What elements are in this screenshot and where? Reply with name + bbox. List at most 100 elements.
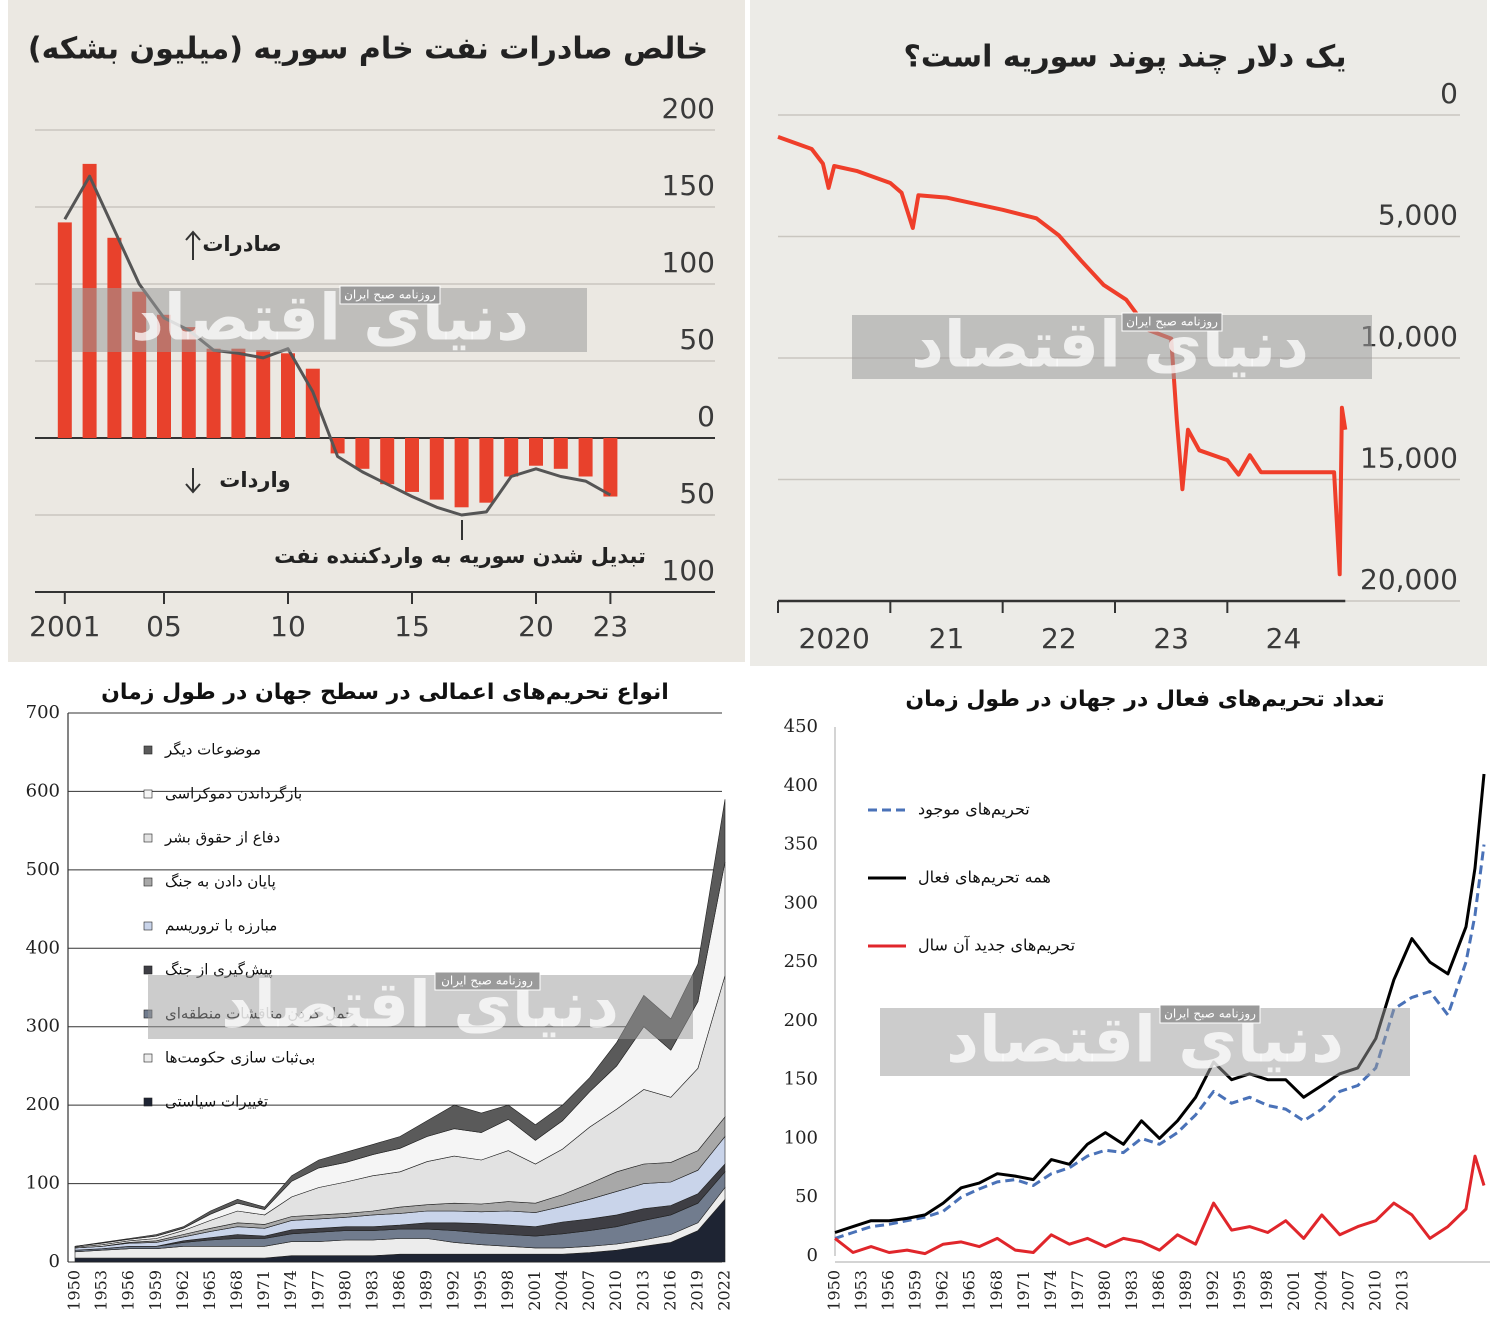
y-tick-label: 0 bbox=[697, 400, 715, 433]
bar bbox=[281, 353, 295, 438]
watermark: دنیای اقتصاد روزنامه صبح ایران دنیای اقت… bbox=[72, 282, 1410, 1078]
line bbox=[777, 135, 1348, 577]
y-tick-label: 600 bbox=[26, 780, 60, 801]
y-tick-label: 100 bbox=[26, 1173, 60, 1194]
x-tick-label: 2022 bbox=[715, 1270, 734, 1311]
legend-label: موضوعات دیگر bbox=[164, 741, 261, 759]
chart: 0 50 100 150 200 250 300 350 400 450 1950 1953 1956 1… bbox=[784, 716, 1490, 1311]
x-tick-label: 2004 bbox=[1311, 1270, 1330, 1311]
arrow-up bbox=[185, 230, 201, 260]
chart: 100 50 0 50 100 150 200 2001 05 10 15 20 23 صادرات وار… bbox=[29, 92, 715, 643]
line bbox=[834, 773, 1486, 1234]
bar bbox=[405, 438, 419, 492]
legend-swatch bbox=[143, 789, 153, 799]
legend-swatch bbox=[143, 1053, 153, 1063]
legend-label: بی‌ثبات سازی حکومت‌ها bbox=[165, 1049, 315, 1067]
watermark-tagline: روزنامه صبح ایران bbox=[1126, 315, 1218, 330]
legend-swatch bbox=[143, 745, 153, 755]
y-tick-label: 350 bbox=[784, 834, 818, 855]
x-tick-label: 1953 bbox=[852, 1270, 871, 1311]
bar bbox=[553, 438, 568, 469]
y-tick-label: 50 bbox=[795, 1186, 818, 1207]
watermark-band bbox=[72, 288, 587, 352]
x-tick-label: 1965 bbox=[960, 1270, 979, 1311]
y-tick-label: 100 bbox=[662, 554, 715, 587]
chart-title: تعداد تحریم‌های فعال در جهان در طول زمان bbox=[905, 687, 1384, 712]
x-tick-label: 1992 bbox=[444, 1270, 463, 1311]
watermark-logo: دنیای اقتصاد bbox=[221, 969, 619, 1043]
bar bbox=[603, 438, 618, 497]
x-tick-label: 2019 bbox=[687, 1270, 706, 1311]
x-tick-label: 2001 bbox=[525, 1270, 544, 1311]
x-tick-label: 1986 bbox=[1149, 1270, 1168, 1311]
watermark-tagline: روزنامه صبح ایران bbox=[1164, 1007, 1256, 1022]
y-tick-label: 200 bbox=[26, 1094, 60, 1115]
line bbox=[834, 1154, 1486, 1256]
x-tick-label: 1959 bbox=[906, 1270, 925, 1311]
y-tick-label: 450 bbox=[784, 716, 818, 737]
x-tick-label: 1998 bbox=[1257, 1270, 1276, 1311]
x-tick-label: 10 bbox=[270, 610, 306, 643]
y-tick-label: 700 bbox=[26, 702, 60, 723]
x-tick-label: 21 bbox=[929, 622, 965, 655]
x-tick-label: 05 bbox=[146, 610, 182, 643]
bar bbox=[57, 222, 72, 438]
x-tick-label: 2001 bbox=[29, 610, 100, 643]
bar bbox=[578, 438, 593, 477]
y-tick-label: 5,000 bbox=[1378, 199, 1458, 232]
chart-title: یک دلار چند پوند سوریه است؟ bbox=[903, 40, 1346, 75]
x-tick-label: 1980 bbox=[335, 1270, 354, 1311]
watermark-tag-box bbox=[434, 971, 541, 991]
y-tick-label: 50 bbox=[679, 323, 715, 356]
x-tick-label: 2004 bbox=[552, 1270, 571, 1311]
legend-swatch bbox=[143, 965, 153, 975]
x-tick-label: 1956 bbox=[119, 1270, 138, 1311]
x-tick-label: 1971 bbox=[254, 1270, 273, 1311]
x-tick-label: 1953 bbox=[92, 1270, 111, 1311]
bar bbox=[504, 438, 519, 477]
x-tick-label: 1992 bbox=[1203, 1270, 1222, 1311]
line bbox=[834, 844, 1486, 1240]
legend-label: تغییرات سیاستی bbox=[165, 1093, 268, 1111]
watermark-tagline: روزنامه صبح ایران bbox=[344, 288, 436, 303]
y-tick-label: 150 bbox=[662, 169, 715, 202]
x-tick-label: 2010 bbox=[1365, 1270, 1384, 1311]
y-tick-label: 250 bbox=[784, 951, 818, 972]
y-tick-label: 0 bbox=[49, 1251, 60, 1272]
watermark-band bbox=[148, 975, 693, 1039]
x-tick-label: 1956 bbox=[879, 1270, 898, 1311]
y-tick-label: 300 bbox=[784, 892, 818, 913]
x-tick-label: 1983 bbox=[1122, 1270, 1141, 1311]
x-tick-label: 1995 bbox=[471, 1270, 490, 1311]
x-tick-label: 1968 bbox=[987, 1270, 1006, 1311]
x-tick-label: 1965 bbox=[200, 1270, 219, 1311]
watermark-band bbox=[852, 315, 1372, 379]
watermark-logo: دنیای اقتصاد bbox=[946, 1004, 1344, 1078]
x-tick-label: 1962 bbox=[933, 1270, 952, 1311]
watermark-tagline: روزنامه صبح ایران bbox=[441, 974, 533, 989]
y-tick-label: 20,000 bbox=[1360, 563, 1458, 596]
x-tick-label: 2007 bbox=[579, 1270, 598, 1311]
legend-label: مبارزه با تروریسم bbox=[165, 917, 277, 935]
x-tick-label: 1977 bbox=[308, 1270, 327, 1311]
watermark-logo: دنیای اقتصاد bbox=[131, 282, 529, 356]
watermark-band bbox=[880, 1008, 1410, 1076]
annotation-arrows bbox=[185, 230, 463, 540]
x-tick-label: 1974 bbox=[1041, 1270, 1060, 1311]
x-tick-label: 1962 bbox=[173, 1270, 192, 1311]
y-tick-label: 100 bbox=[784, 1127, 818, 1148]
chart-title: انواع تحریم‌های اعمالی در سطح جهان در طو… bbox=[101, 680, 669, 705]
bar bbox=[429, 438, 444, 500]
x-tick-label: 1968 bbox=[227, 1270, 246, 1311]
y-tick-label: 0 bbox=[1440, 77, 1458, 110]
x-tick-label: 2010 bbox=[606, 1270, 625, 1311]
watermark-logo: دنیای اقتصاد bbox=[911, 309, 1309, 383]
y-tick-label: 10,000 bbox=[1360, 320, 1458, 353]
x-tick-label: 1980 bbox=[1095, 1270, 1114, 1311]
y-tick-label: 150 bbox=[784, 1069, 818, 1090]
legend-label: تحریم‌های جدید آن سال bbox=[918, 936, 1075, 956]
y-tick-label: 200 bbox=[784, 1010, 818, 1031]
bar bbox=[206, 348, 221, 438]
y-tick-label: 200 bbox=[662, 92, 715, 125]
